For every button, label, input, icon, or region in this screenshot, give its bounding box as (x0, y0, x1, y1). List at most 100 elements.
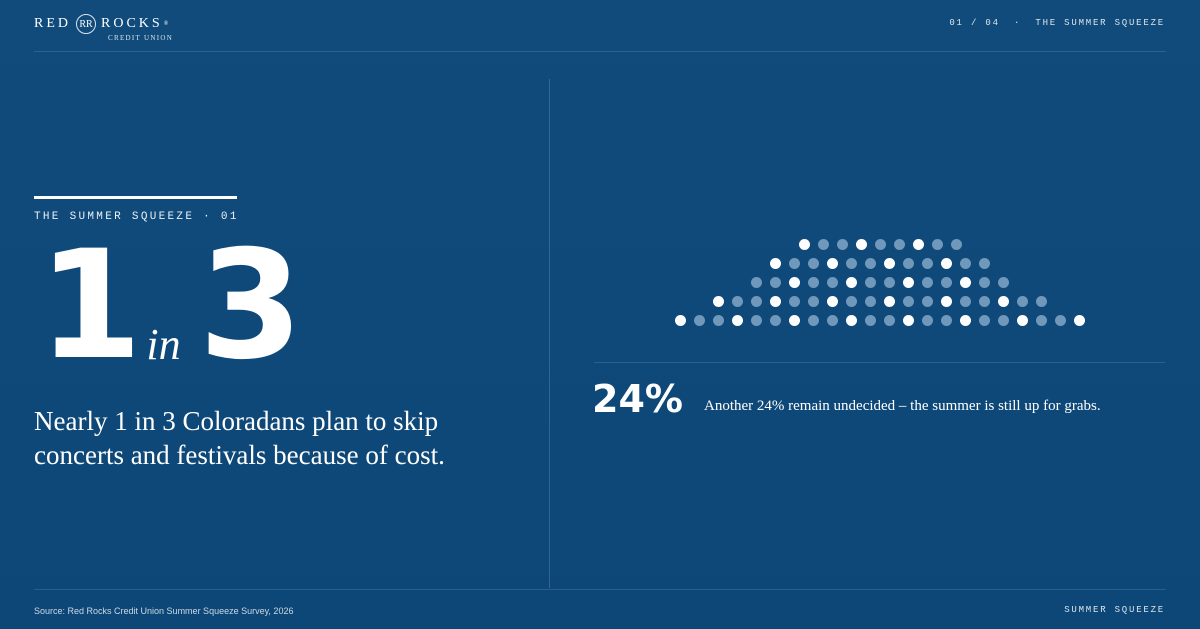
highlighted-person-dot (998, 296, 1009, 307)
audience-dot (789, 258, 800, 269)
highlighted-person-dot (827, 258, 838, 269)
audience-dot (884, 277, 895, 288)
insight-divider (594, 362, 1165, 363)
audience-dot (789, 296, 800, 307)
undecided-percent: 24% (592, 377, 683, 421)
audience-dot (1055, 315, 1066, 326)
highlighted-person-dot (770, 296, 781, 307)
audience-dot (960, 296, 971, 307)
audience-dot (998, 277, 1009, 288)
audience-dot (1017, 296, 1028, 307)
highlighted-person-dot (846, 315, 857, 326)
logo-word-rocks: ROCKS (101, 16, 163, 31)
highlighted-person-dot (903, 315, 914, 326)
audience-dot (751, 315, 762, 326)
one-in-three-stat: 1 in 3 (38, 231, 303, 381)
audience-dot (836, 239, 848, 250)
mountain-logo-icon: RR (76, 14, 96, 34)
audience-dot (950, 239, 962, 250)
audience-dot (979, 296, 990, 307)
audience-dot (751, 277, 762, 288)
undecided-note: Another 24% remain undecided – the summe… (704, 398, 1101, 414)
audience-dot (903, 296, 914, 307)
audience-dot (732, 296, 743, 307)
audience-dot (941, 315, 952, 326)
highlighted-person-dot (827, 296, 838, 307)
highlighted-person-dot (713, 296, 724, 307)
logo-subtitle: CREDIT UNION (108, 34, 174, 42)
audience-dot (1036, 296, 1047, 307)
audience-dot (893, 239, 905, 250)
section-eyebrow: THE SUMMER SQUEEZE · 01 (34, 211, 239, 223)
audience-dot (922, 277, 933, 288)
highlighted-person-dot (884, 258, 895, 269)
audience-dot (979, 258, 990, 269)
audience-dot (865, 296, 876, 307)
audience-dot (1036, 315, 1047, 326)
header-navigation-label: 01 / 04 · THE SUMMER SQUEEZE (949, 18, 1165, 28)
highlighted-person-dot (732, 315, 743, 326)
audience-dot (865, 258, 876, 269)
stat-number-one: 1 (38, 219, 142, 393)
audience-dot (770, 315, 781, 326)
footer-divider (34, 589, 1166, 590)
audience-dot (998, 315, 1009, 326)
audience-dot-field (645, 239, 1115, 331)
header-divider (34, 51, 1166, 52)
stat-number-three: 3 (198, 219, 303, 393)
stat-word-in: in (146, 320, 181, 369)
audience-dot (846, 296, 857, 307)
highlighted-person-dot (884, 296, 895, 307)
audience-dot (884, 315, 895, 326)
panel-divider (549, 79, 550, 588)
highlighted-person-dot (960, 315, 971, 326)
highlighted-person-dot (798, 239, 810, 250)
header-section-title: THE SUMMER SQUEEZE (1035, 18, 1165, 28)
audience-dot (827, 277, 838, 288)
registered-trademark: ® (163, 21, 169, 27)
audience-dot (808, 296, 819, 307)
highlighted-person-dot (789, 315, 800, 326)
audience-dot (713, 315, 724, 326)
audience-dot (922, 258, 933, 269)
audience-dot (827, 315, 838, 326)
highlighted-person-dot (855, 239, 867, 250)
header-separator: · (1013, 18, 1022, 28)
audience-dot (817, 239, 829, 250)
audience-dot (874, 239, 886, 250)
red-rocks-logo: RED RR ROCKS ® CREDIT UNION (34, 12, 194, 46)
highlighted-person-dot (770, 258, 781, 269)
audience-dot (979, 315, 990, 326)
logo-word-red: RED (34, 16, 71, 31)
audience-dot (922, 315, 933, 326)
audience-dot (808, 258, 819, 269)
highlighted-person-dot (1017, 315, 1028, 326)
audience-dot (808, 277, 819, 288)
audience-dot (846, 258, 857, 269)
audience-dot (922, 296, 933, 307)
footer-label: SUMMER SQUEEZE (1064, 605, 1165, 615)
highlighted-person-dot (912, 239, 924, 250)
highlighted-person-dot (941, 296, 952, 307)
title-accent-bar (34, 196, 237, 199)
highlighted-person-dot (789, 277, 800, 288)
highlighted-person-dot (941, 258, 952, 269)
source-citation: Source: Red Rocks Credit Union Summer Sq… (34, 606, 294, 616)
highlighted-person-dot (960, 277, 971, 288)
audience-dot (931, 239, 943, 250)
audience-dot (865, 315, 876, 326)
logo-wordmark: RED RR ROCKS ® (34, 14, 168, 34)
highlighted-person-dot (675, 315, 686, 326)
highlighted-person-dot (846, 277, 857, 288)
audience-dot (979, 277, 990, 288)
audience-dot (865, 277, 876, 288)
audience-dot (694, 315, 705, 326)
stat-description: Nearly 1 in 3 Coloradans plan to skip co… (34, 406, 445, 471)
page-indicator: 01 / 04 (949, 18, 1000, 28)
audience-dot (941, 277, 952, 288)
audience-dot (770, 277, 781, 288)
highlighted-person-dot (1074, 315, 1085, 326)
highlighted-person-dot (903, 277, 914, 288)
audience-dot (903, 258, 914, 269)
